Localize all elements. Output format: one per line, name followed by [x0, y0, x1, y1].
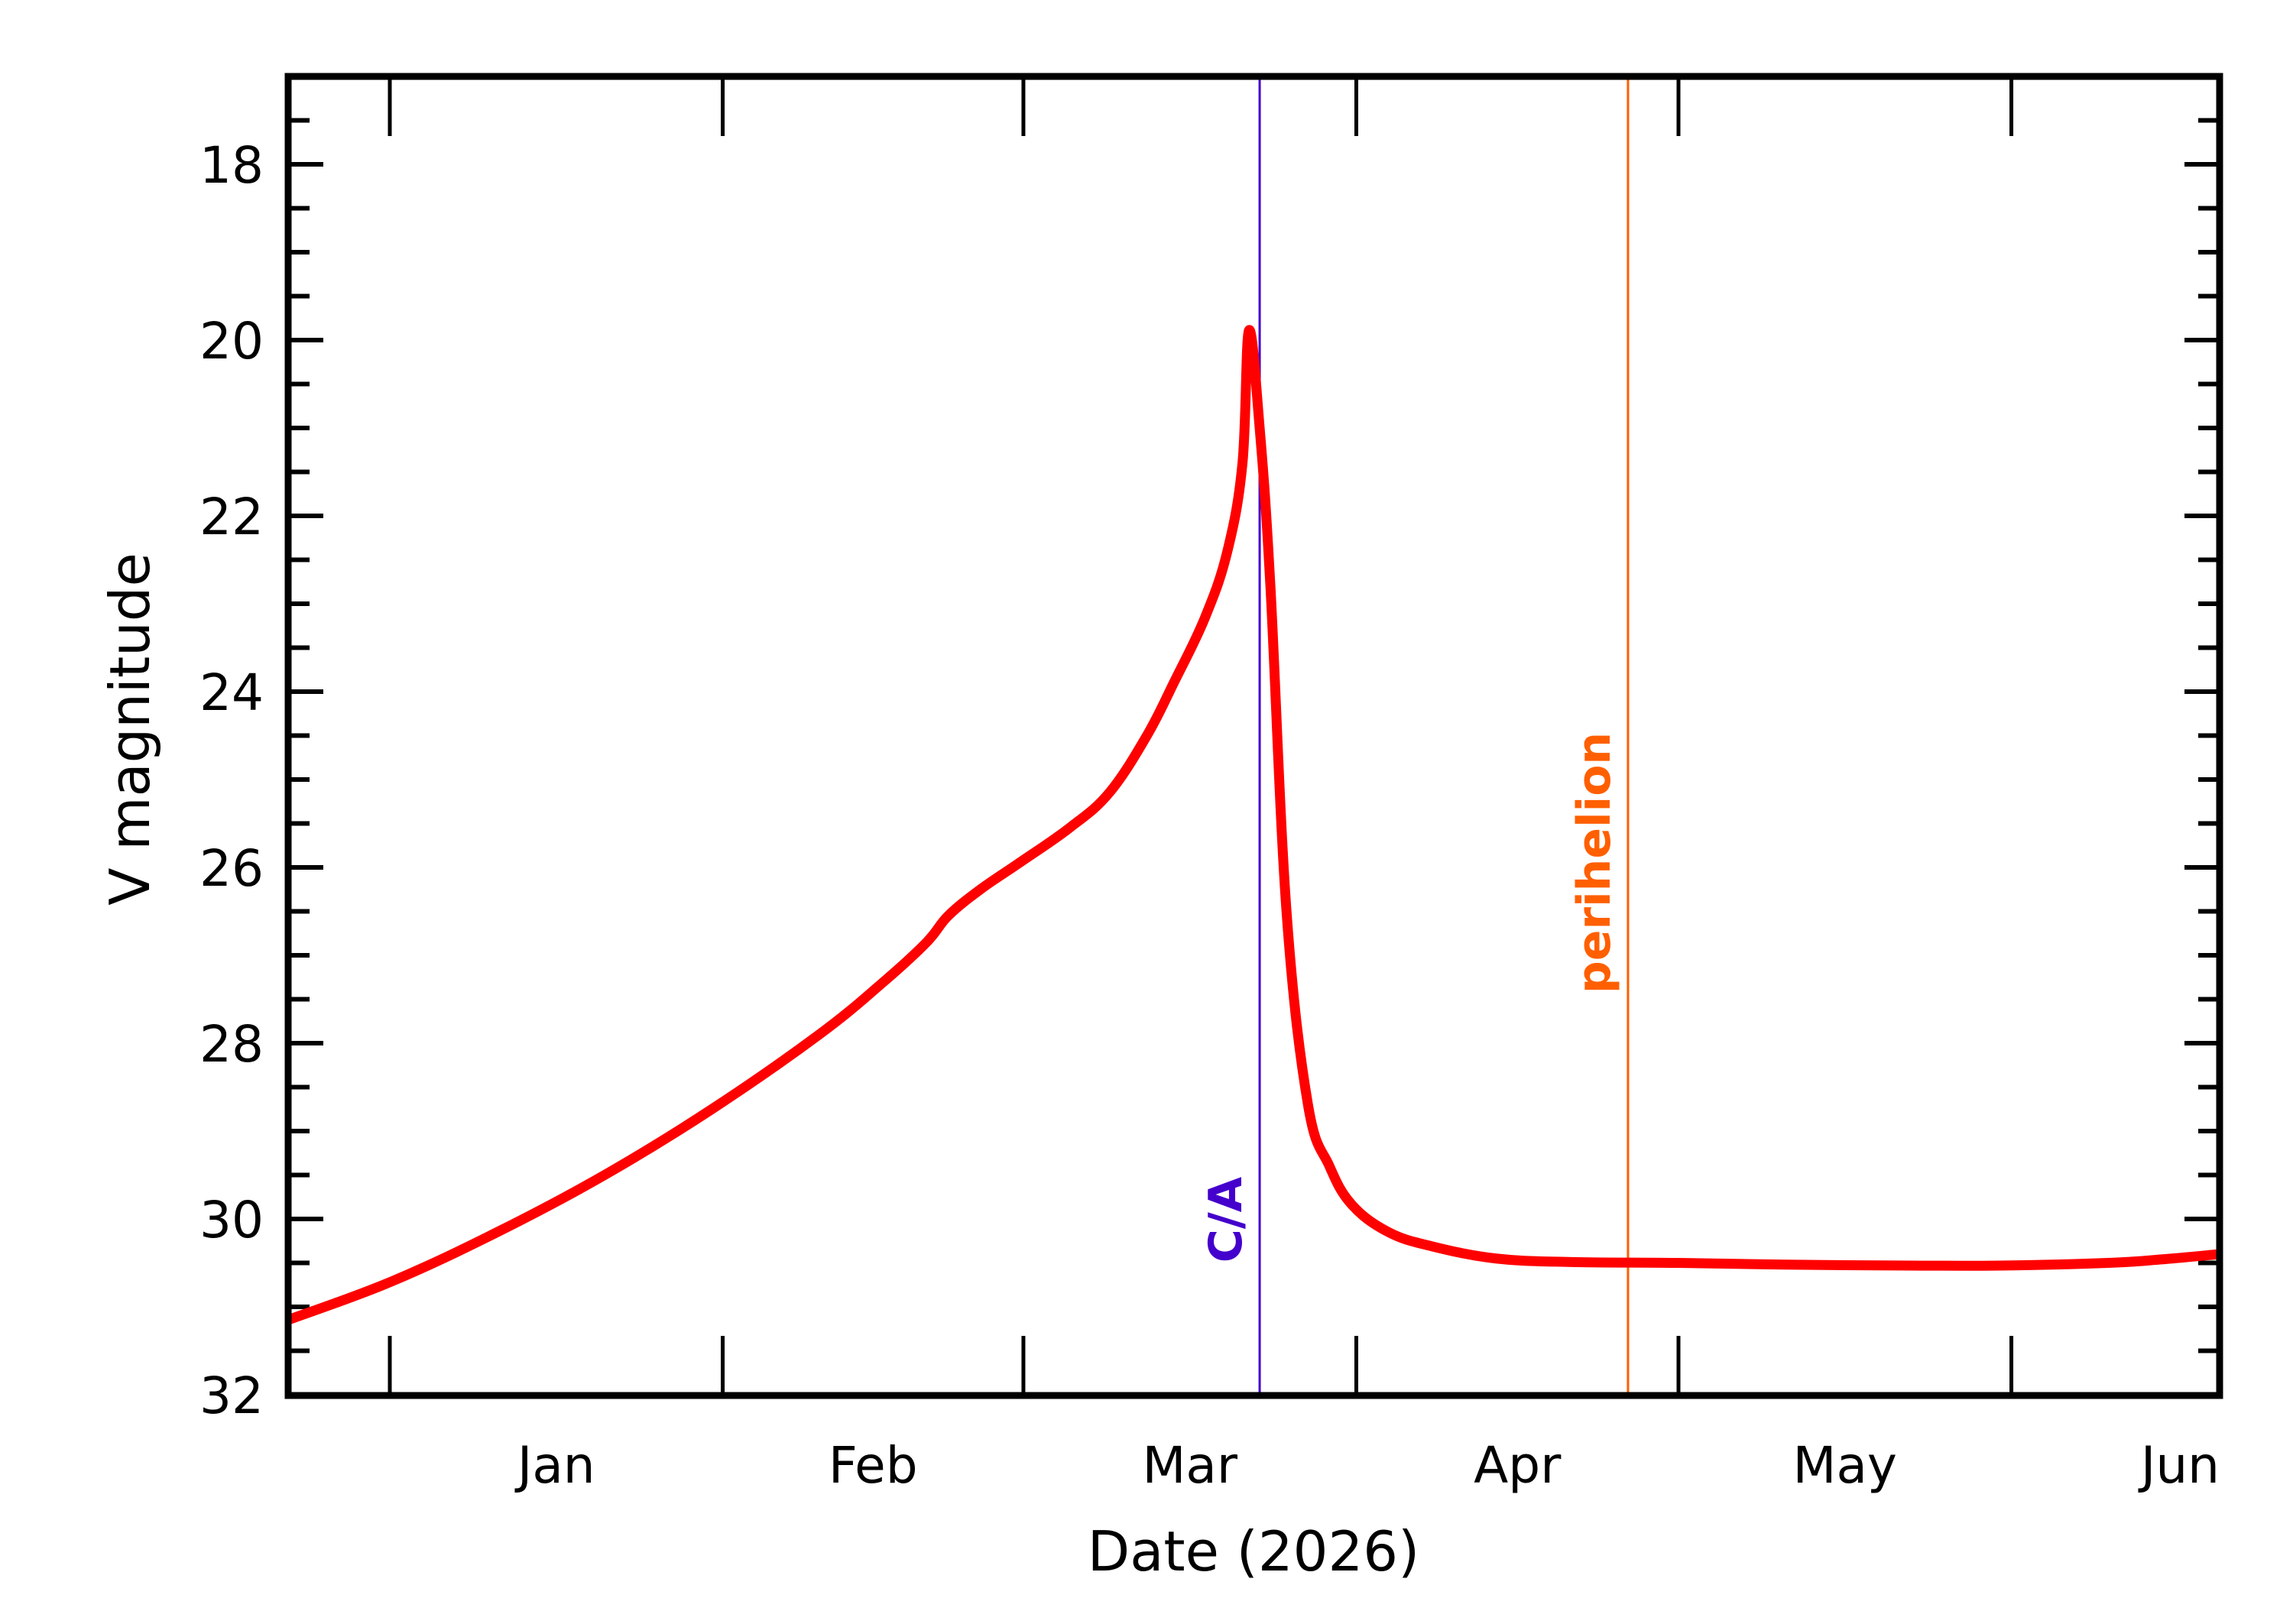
- y-tick-label: 20: [199, 312, 264, 371]
- y-tick-label: 24: [199, 663, 264, 722]
- x-month-label: Jun: [2138, 1436, 2220, 1495]
- x-month-label: Apr: [1474, 1436, 1562, 1495]
- axis-ticks: [388, 76, 2014, 1395]
- x-month-label: Mar: [1142, 1436, 1237, 1495]
- x-month-label: Jan: [514, 1436, 595, 1495]
- y-tick-label: 18: [199, 136, 264, 195]
- y-tick-label: 28: [199, 1015, 264, 1074]
- close-approach-label: C/A: [1199, 1176, 1253, 1263]
- x-month-label: Feb: [829, 1436, 918, 1495]
- y-tick-labels: 18 20 22 24 26 28 30 32: [199, 136, 264, 1425]
- y-tick-label: 32: [199, 1366, 264, 1425]
- y-minor-ticks: [288, 118, 2220, 1353]
- y-tick-label: 30: [199, 1191, 264, 1250]
- magnitude-curve: [286, 325, 2220, 1325]
- x-axis-title: Date (2026): [1088, 1519, 1419, 1583]
- event-markers: C/A perihelion: [1199, 76, 1630, 1395]
- y-axis-title: V magnitude: [98, 553, 162, 906]
- y-tick-label: 26: [199, 839, 264, 898]
- x-month-labels: Jan Feb Mar Apr May Jun: [514, 1436, 2220, 1495]
- perihelion-label: perihelion: [1568, 732, 1621, 994]
- x-month-label: May: [1793, 1436, 1897, 1495]
- plot-frame: [284, 73, 2223, 1399]
- y-tick-label: 22: [199, 488, 264, 546]
